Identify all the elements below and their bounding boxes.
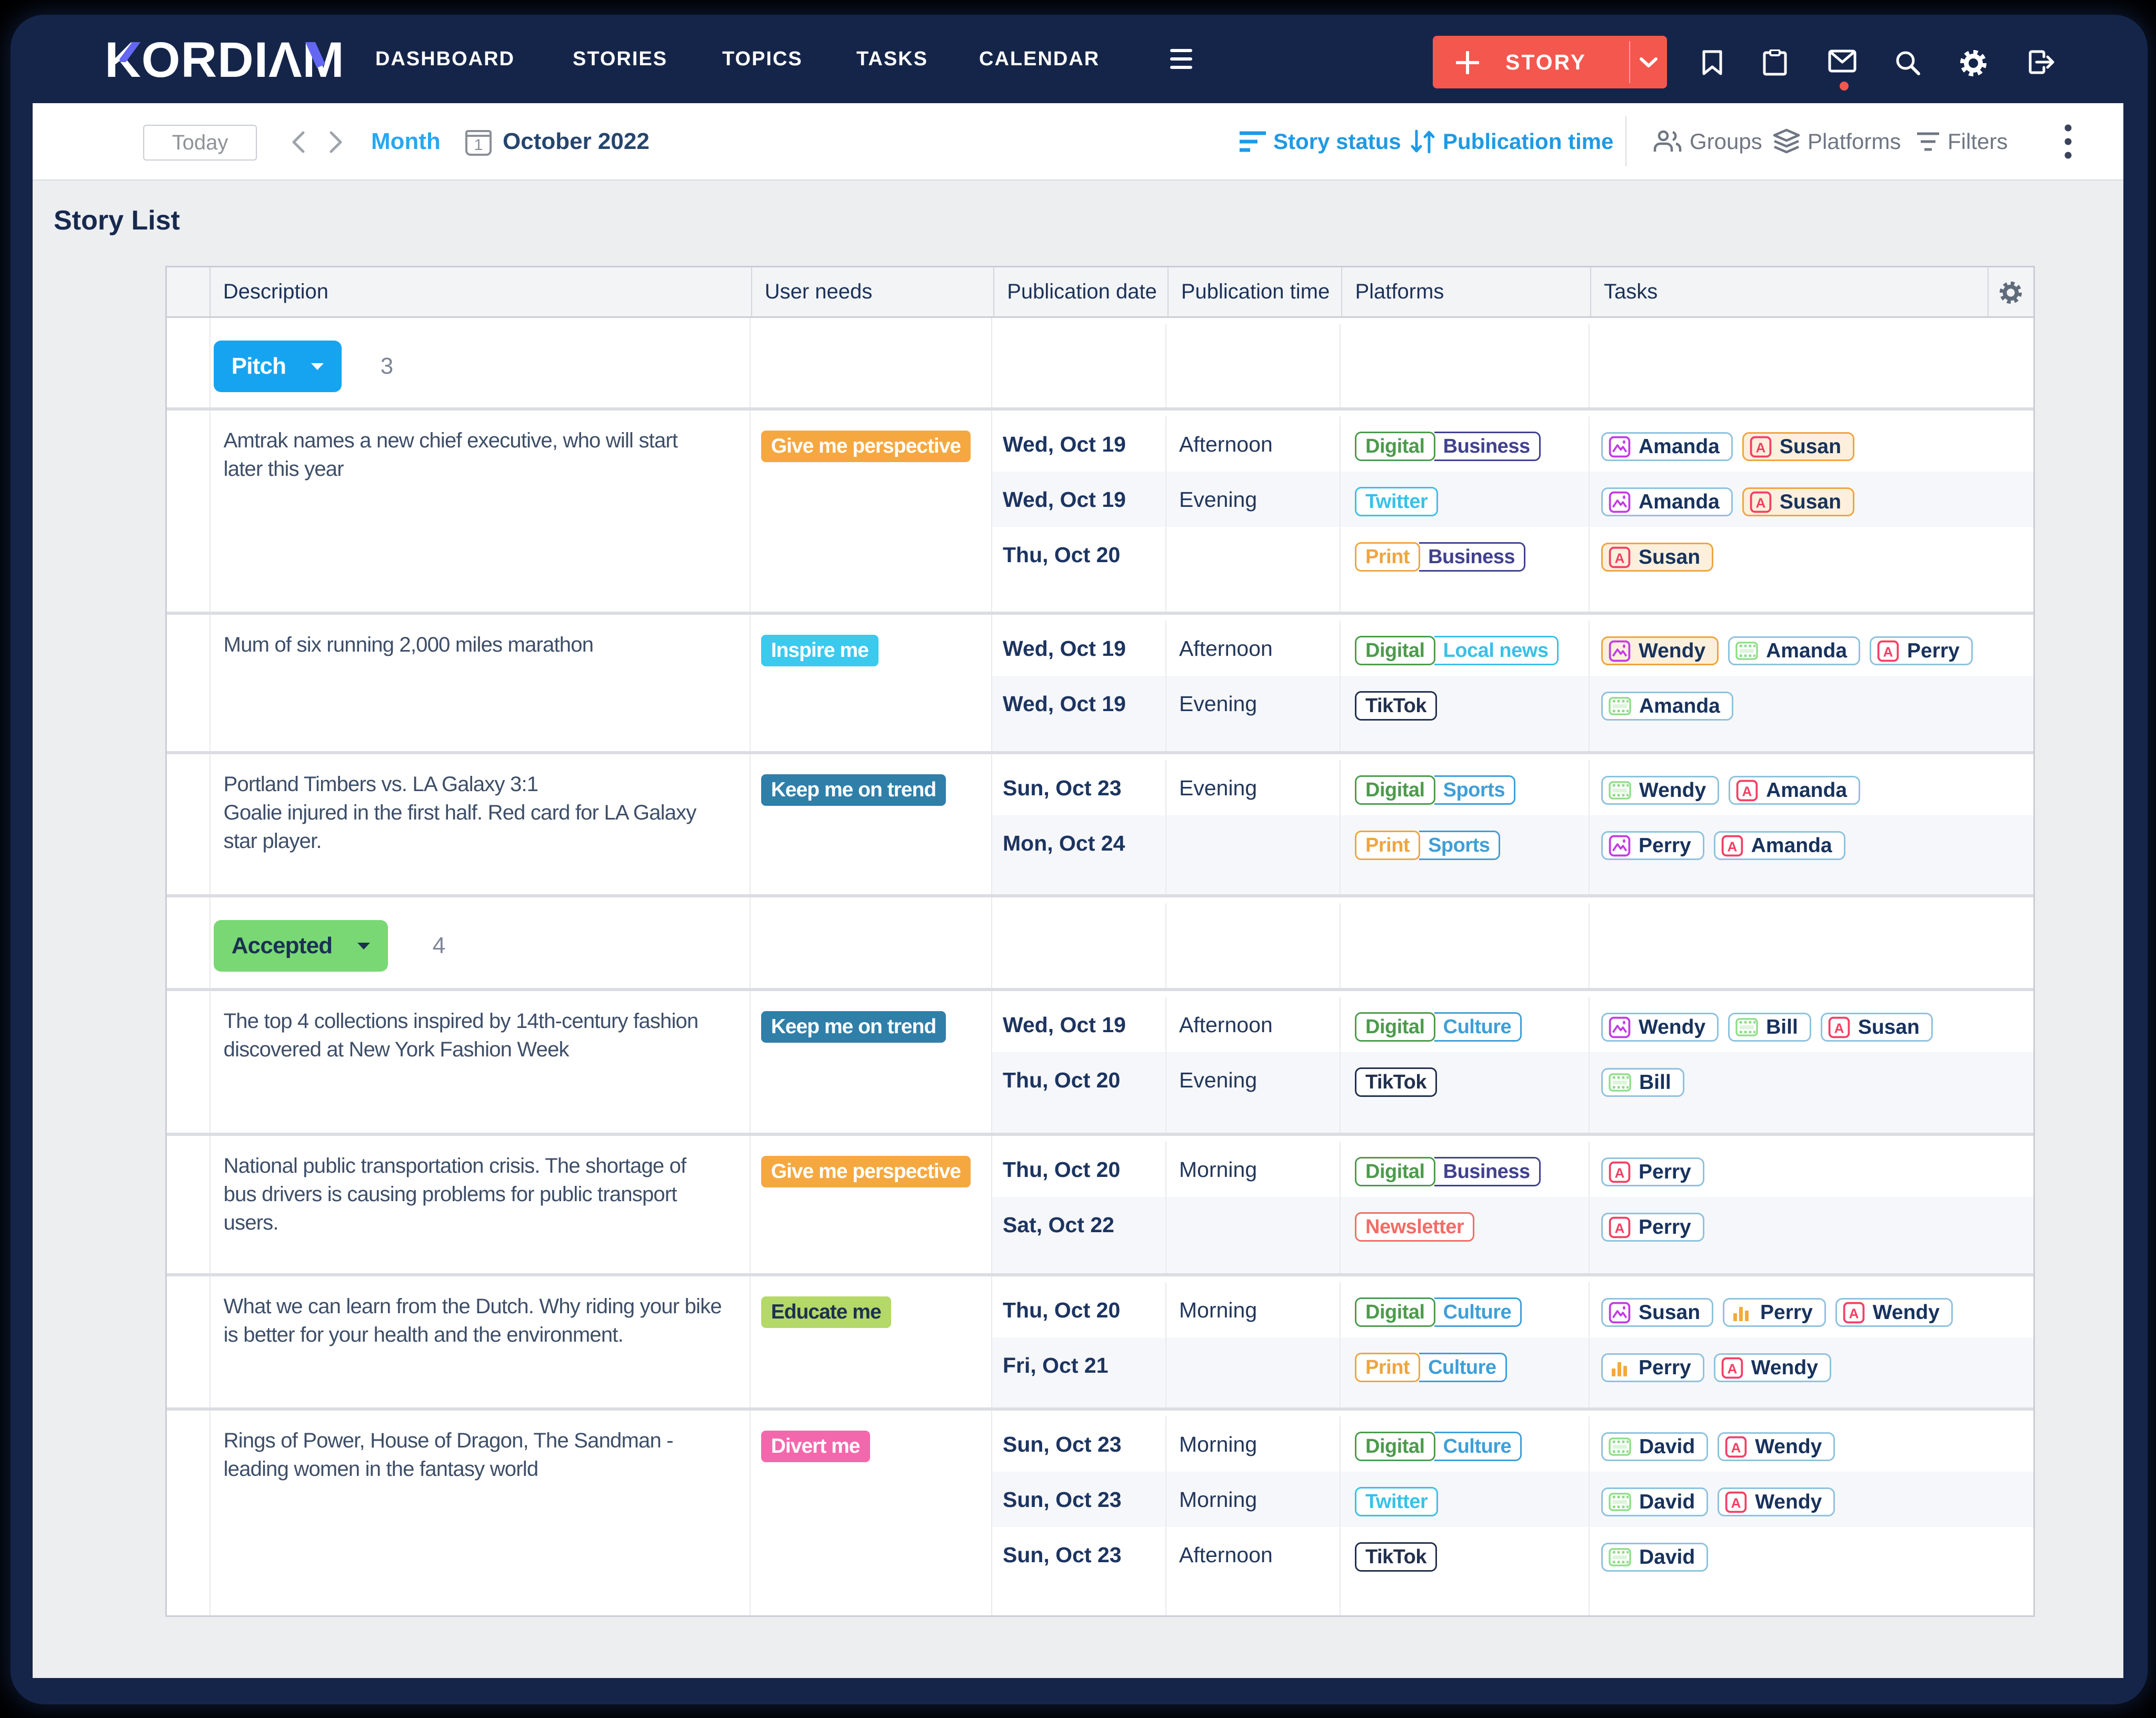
svg-text:A: A (1883, 644, 1893, 660)
svg-text:A: A (1834, 1020, 1844, 1036)
svg-text:A: A (1615, 1220, 1625, 1236)
svg-text:A: A (1849, 1305, 1859, 1321)
svg-text:A: A (1727, 1361, 1737, 1376)
svg-text:A: A (1742, 783, 1752, 799)
svg-text:A: A (1615, 550, 1625, 566)
svg-text:A: A (1755, 495, 1765, 511)
svg-text:1: 1 (474, 136, 483, 154)
svg-text:A: A (1731, 1495, 1741, 1511)
svg-text:A: A (1727, 838, 1737, 854)
svg-text:A: A (1731, 1440, 1741, 1455)
svg-text:A: A (1755, 440, 1765, 455)
svg-text:A: A (1615, 1165, 1625, 1181)
